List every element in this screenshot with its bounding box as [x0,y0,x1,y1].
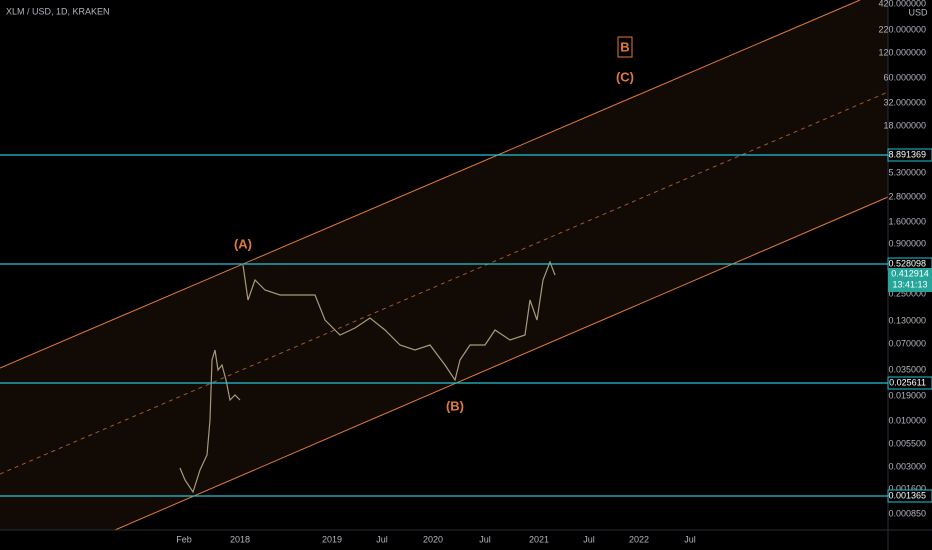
time-tick-label: 2022 [629,534,649,544]
channel-mid [0,91,889,475]
price-tick-label: 0.070000 [888,338,926,348]
symbol-title: XLM / USD, 1D, KRAKEN [6,6,110,16]
price-tick-label: 0.010000 [888,415,926,425]
price-tick-label: 0.000850 [888,508,926,518]
time-tick-label: Jul [583,534,595,544]
price-tick-label: 0.001600 [888,483,926,493]
time-tick-label: Jul [479,534,491,544]
price-tick-label: 120.000000 [878,47,926,57]
level-label: 0.025611 [889,377,926,387]
time-tick-label: Feb [176,534,192,544]
time-tick-label: Jul [684,534,696,544]
level-label: 0.001365 [888,490,926,500]
time-tick-label: 2019 [322,534,342,544]
price-tick-label: 420.000000 [878,0,926,8]
price-tick-label: 0.035000 [888,364,926,374]
wave-box [617,36,633,58]
channel-upper [0,0,861,369]
wave-label: (A) [234,236,252,251]
countdown: 13:41:13 [892,279,927,289]
time-tick-label: Jul [376,534,388,544]
price-tick-label: 32.000000 [883,97,926,107]
price-tick-label: 0.003000 [888,461,926,471]
time-tick-label: 2018 [230,534,250,544]
price-tick-label: 1.600000 [888,216,926,226]
wave-label: (C) [616,69,634,84]
time-tick-label: 2020 [423,534,443,544]
price-tick-label: 0.900000 [888,238,926,248]
price-tick-label: 60.000000 [883,72,926,82]
time-tick-label: 2021 [529,534,549,544]
last-price: 0.412914 [891,268,929,278]
level-box [887,376,932,390]
price-tick-label: 18.000000 [883,120,926,130]
price-tick-label: 2.800000 [888,191,926,201]
channel-lower [114,196,889,531]
price-tick-label: 220.000000 [878,24,926,34]
wave-label: B [620,39,629,54]
level-box [887,148,932,162]
wave-label: (B) [446,398,464,413]
price-tick-label: 0.250000 [888,288,926,298]
price-tick-label: 5.300000 [888,167,926,177]
price-tick-label: 0.019000 [888,390,926,400]
level-label: 8.891369 [888,149,926,159]
currency-label: USD [908,7,928,17]
price-tick-label: 0.005500 [888,438,926,448]
price-series [242,260,556,382]
price-tick-label: 0.130000 [888,315,926,325]
channel-fill [0,0,888,530]
level-label: 0.528098 [888,258,926,268]
level-box [887,489,932,503]
price-series [179,349,241,494]
last-price-box [888,268,932,292]
